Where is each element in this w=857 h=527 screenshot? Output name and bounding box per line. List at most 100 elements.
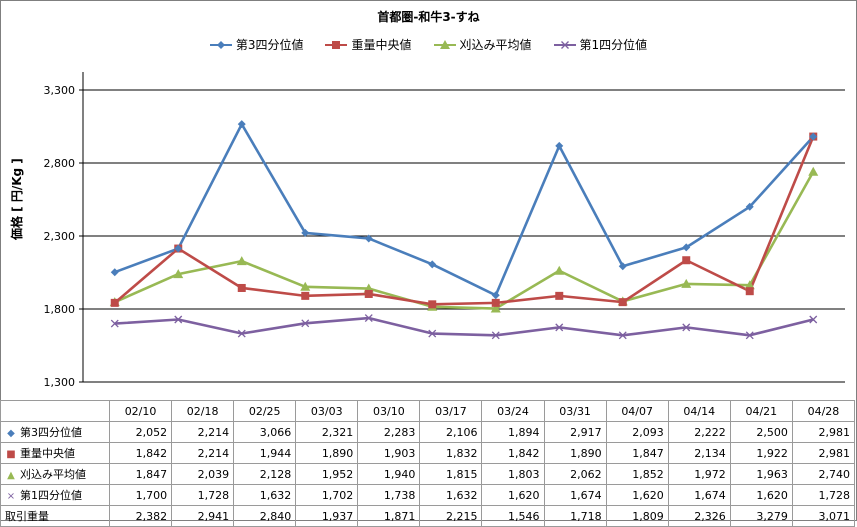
legend-label: 刈込み平均値 <box>459 38 532 52</box>
data-point <box>681 278 692 288</box>
series-name: ▲ 刈込み平均値 <box>0 463 110 485</box>
data-point <box>236 256 247 266</box>
data-point <box>174 315 183 324</box>
data-point <box>237 329 246 338</box>
data-label: 2,326 <box>667 505 731 527</box>
data-point <box>364 234 373 243</box>
data-point <box>173 269 184 279</box>
data-point <box>491 291 500 300</box>
data-point <box>491 331 500 340</box>
table-row: ▲ 刈込み平均値 1,847 2,039 2,128 1,952 1,940 1,815 1,8… <box>0 463 856 485</box>
data-label: 1,922 <box>729 442 793 464</box>
data-label: 1,871 <box>357 505 421 527</box>
row-label: 取引重量 <box>0 505 110 527</box>
legend-label: 第3四分位値 <box>235 38 304 52</box>
data-point <box>237 283 246 292</box>
data-point <box>555 291 564 300</box>
data-label: 2,134 <box>667 442 731 464</box>
data-point <box>554 265 565 275</box>
data-label: 1,842 <box>481 442 545 464</box>
data-label: 1,674 <box>667 484 731 506</box>
y-tick-label: 1,300 <box>44 376 76 389</box>
series-label: 第1四分位値 <box>20 489 82 502</box>
y-tick-label: 2,300 <box>44 230 76 243</box>
x-tick-label: 03/24 <box>481 400 545 422</box>
legend-swatch <box>553 40 576 49</box>
data-label: 2,215 <box>419 505 483 527</box>
data-label: 2,941 <box>171 505 235 527</box>
data-point <box>618 298 627 307</box>
data-point <box>745 287 754 296</box>
data-label: 2,222 <box>667 421 731 443</box>
legend-swatch <box>209 40 232 49</box>
legend-label: 第1四分位値 <box>579 38 648 52</box>
table-header-row: 02/10 02/18 02/25 03/03 03/10 03/17 03/24 03/31… <box>0 400 856 422</box>
data-label: 2,740 <box>791 463 856 485</box>
data-point <box>301 291 310 300</box>
data-point <box>428 260 437 269</box>
data-label: 3,066 <box>233 421 297 443</box>
x-tick-label: 03/31 <box>543 400 607 422</box>
series-line <box>114 171 815 310</box>
data-label: 1,728 <box>791 484 856 506</box>
data-label: 1,620 <box>481 484 545 506</box>
data-point <box>618 262 627 271</box>
data-point <box>110 268 119 277</box>
x-tick-label: 03/17 <box>419 400 483 422</box>
data-point <box>300 281 311 291</box>
legend-entry: 刈込み平均値 <box>433 36 532 53</box>
data-label: 1,803 <box>481 463 545 485</box>
data-point <box>808 166 819 176</box>
data-label: 2,128 <box>233 463 297 485</box>
data-label: 1,832 <box>419 442 483 464</box>
data-label: 1,620 <box>605 484 669 506</box>
data-point <box>364 314 373 323</box>
data-label: 1,738 <box>357 484 421 506</box>
data-point <box>428 329 437 338</box>
data-label: 1,972 <box>667 463 731 485</box>
y-tick-label: 1,800 <box>44 303 76 316</box>
data-point <box>491 298 500 307</box>
x-tick-label: 04/21 <box>729 400 793 422</box>
series-name: ◆ 第3四分位値 <box>0 421 110 443</box>
series-marker-icon: ▲ <box>7 470 15 481</box>
data-label: 2,093 <box>605 421 669 443</box>
y-tick-label: 2,800 <box>44 157 76 170</box>
legend-entry: 重量中央値 <box>325 36 412 53</box>
data-point <box>745 202 754 211</box>
series-marker-icon: ■ <box>6 449 16 460</box>
x-tick-label: 02/10 <box>108 400 173 422</box>
data-point <box>237 120 246 129</box>
data-point <box>682 256 691 265</box>
data-label: 1,963 <box>729 463 793 485</box>
data-point <box>809 132 818 141</box>
data-label: 2,981 <box>791 442 856 464</box>
x-tick-label: 02/18 <box>171 400 235 422</box>
x-tick-label: 04/28 <box>791 400 856 422</box>
data-point <box>682 323 691 332</box>
data-label: 1,809 <box>605 505 669 527</box>
x-tick-label: 04/07 <box>605 400 669 422</box>
data-label: 1,890 <box>543 442 607 464</box>
series-line <box>113 136 815 306</box>
series-name: ■ 重量中央値 <box>0 442 110 464</box>
legend-swatch <box>433 39 456 49</box>
y-tick-label: 3,300 <box>44 84 76 97</box>
data-label: 3,071 <box>791 505 856 527</box>
data-label: 1,620 <box>729 484 793 506</box>
data-label: 2,840 <box>233 505 297 527</box>
x-tick-label: 02/25 <box>233 400 297 422</box>
table-row: ◆ 第3四分位値 2,052 2,214 3,066 2,321 2,283 2,106 1,8… <box>0 421 856 443</box>
data-point <box>555 323 564 332</box>
series-name: × 第1四分位値 <box>0 484 110 506</box>
legend-marker <box>332 40 341 49</box>
data-label: 1,903 <box>357 442 421 464</box>
data-label: 2,214 <box>171 442 235 464</box>
data-label: 1,700 <box>108 484 173 506</box>
data-label: 1,944 <box>233 442 297 464</box>
data-label: 1,952 <box>295 463 359 485</box>
data-point <box>301 228 310 237</box>
data-point <box>110 298 119 307</box>
data-label: 2,052 <box>108 421 173 443</box>
series-marker-icon: × <box>6 491 16 502</box>
